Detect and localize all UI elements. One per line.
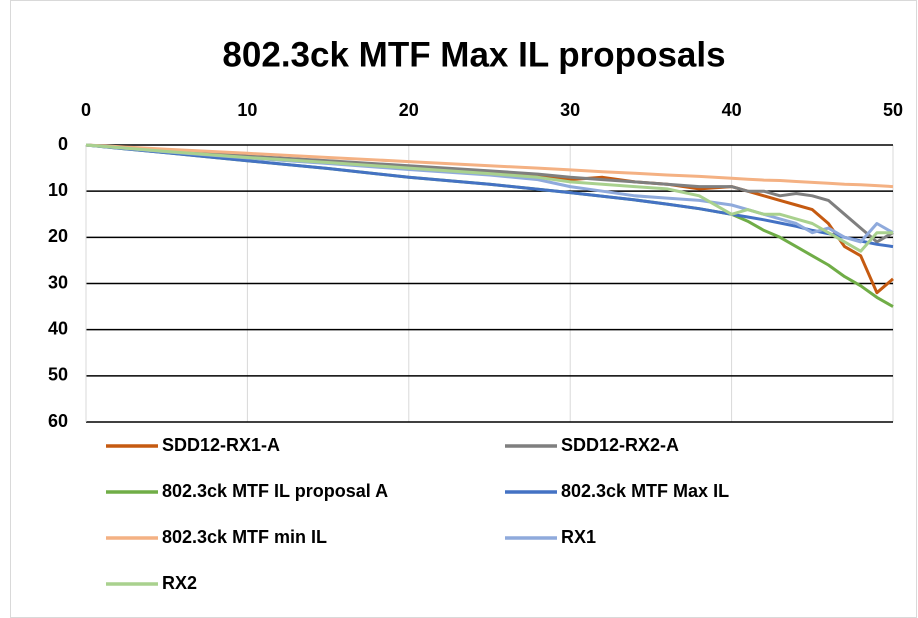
y-tick-label: 50 xyxy=(48,365,68,385)
y-tick-label: 10 xyxy=(48,180,68,200)
x-tick-label: 50 xyxy=(883,100,903,120)
x-tick-label: 10 xyxy=(237,100,257,120)
legend-label: SDD12-RX1-A xyxy=(162,435,280,455)
chart-title: 802.3ck MTF Max IL proposals xyxy=(222,35,725,74)
y-tick-label: 60 xyxy=(48,411,68,431)
x-tick-label: 30 xyxy=(560,100,580,120)
x-tick-label: 20 xyxy=(399,100,419,120)
chart-border xyxy=(10,0,917,618)
legend-label: SDD12-RX2-A xyxy=(561,435,679,455)
series-line xyxy=(85,143,893,253)
x-tick-label: 0 xyxy=(81,100,91,120)
y-tick-label: 0 xyxy=(58,134,68,154)
y-tick-label: 20 xyxy=(48,226,68,246)
series-line xyxy=(85,143,894,189)
legend-label: RX2 xyxy=(162,573,197,593)
legend-label: 802.3ck MTF min IL xyxy=(162,527,327,547)
y-tick-label: 30 xyxy=(48,272,68,292)
legend-label: 802.3ck MTF IL proposal A xyxy=(162,481,388,501)
legend-label: RX1 xyxy=(561,527,596,547)
y-tick-label: 40 xyxy=(48,318,68,338)
legend-label: 802.3ck MTF Max IL xyxy=(561,481,729,501)
x-tick-label: 40 xyxy=(722,100,742,120)
series-line xyxy=(85,143,894,244)
